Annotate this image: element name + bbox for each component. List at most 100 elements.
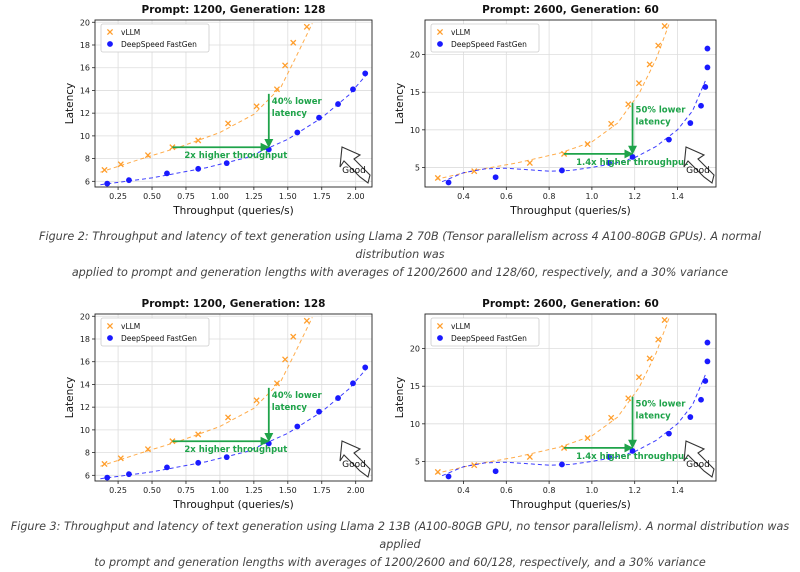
data-point-vllm [290,39,297,46]
data-point-vllm [195,431,202,438]
y-axis-label: Latency [394,377,406,419]
data-point-vllm [253,103,260,110]
y-tick-label: 20 [80,312,90,321]
legend-box [100,23,210,53]
data-point-fastgen [702,84,709,90]
data-point-vllm [282,356,289,363]
legend-marker-vllm [436,28,444,36]
chart-title: Prompt: 1200, Generation: 128 [142,4,326,16]
y-tick-label: 14 [80,380,90,389]
data-point-vllm [646,61,653,68]
x-tick-label: 1.2 [628,192,641,201]
fit-line-fastgen [441,80,706,183]
data-point-fastgen [316,114,322,121]
legend-label-vllm: vLLM [121,322,140,331]
x-tick-label: 1.00 [211,486,229,495]
data-point-vllm [625,101,632,108]
chart-fig2-left: Prompt: 1200, Generation: 128 0.25 0.50 0.7… [64,4,373,217]
y-tick-label: 8 [85,155,90,164]
data-point-vllm [225,414,232,421]
data-point-vllm [117,455,124,462]
data-point-fastgen [294,129,301,136]
legend-marker-fastgen [107,335,113,341]
x-tick-label: 1.0 [586,192,599,201]
x-tick-label: 1.50 [279,192,297,201]
data-point-fastgen [223,160,230,167]
throughput-annotation: 2x higher throughput [184,445,287,455]
latency-annotation: 50% lower latency [636,106,687,128]
data-point-vllm [282,62,289,69]
legend-marker-vllm [436,322,444,330]
chart-fig3-left: Prompt: 1200, Generation: 128 0.25 0.50 0.7… [64,298,373,511]
x-axis-label: Throughput (queries/s) [172,205,293,217]
good-arrow-shape [339,146,371,184]
good-direction-icon [339,440,371,478]
y-tick-label: 14 [80,86,90,95]
figure3-caption: Figure 3: Throughput and latency of text… [10,518,790,572]
data-point-fastgen [164,464,170,471]
latency-annotation-line1: 40% lower [272,97,323,107]
y-tick-label: 20 [410,345,420,354]
data-point-vllm [471,168,478,175]
data-point-vllm [434,468,441,476]
data-point-vllm [526,453,533,460]
x-axis-label: Throughput (queries/s) [172,499,293,511]
y-tick-label: 8 [85,449,90,458]
data-point-fastgen [445,473,452,480]
data-point-fastgen [362,364,369,371]
data-point-fastgen [492,174,499,181]
data-point-fastgen [704,339,711,346]
latency-annotation-line1: 50% lower [636,106,687,116]
figure2-caption-line1: Figure 2: Throughput and latency of text… [39,230,761,261]
data-point-fastgen [316,408,322,415]
data-point-fastgen [698,396,704,403]
y-tick-label: 10 [410,420,420,429]
chart-fig2-right: Prompt: 2600, Generation: 60 0.4 0.6 0.8 1.0… [394,4,717,217]
x-tick-label: 1.50 [279,486,297,495]
y-tick-label: 15 [410,382,420,391]
x-tick-label: 2.00 [347,192,365,201]
data-point-vllm [471,462,478,469]
x-tick-label: 0.75 [177,486,195,495]
figure3-caption-line1: Figure 3: Throughput and latency of text… [10,520,790,551]
x-tick-label: 0.8 [543,192,556,201]
data-point-vllm [635,80,643,87]
figure2-caption-line2: applied to prompt and generation lengths… [71,266,729,279]
latency-annotation: 40% lower latency [272,97,323,119]
y-tick-label: 10 [80,426,90,435]
fit-line-fastgen [100,368,367,480]
fit-line-fastgen [441,374,706,477]
y-tick-label: 20 [80,18,90,27]
good-arrow-shape [339,440,371,478]
data-point-vllm [273,86,281,93]
data-point-vllm [303,23,310,30]
good-direction-icon [683,146,715,184]
y-tick-label: 20 [410,51,420,60]
data-point-vllm [101,166,108,174]
data-point-vllm [144,152,152,159]
data-point-vllm [526,159,533,166]
data-point-vllm [584,435,591,442]
y-axis-label: Latency [64,377,76,419]
x-tick-label: 0.6 [500,192,513,201]
data-point-fastgen [164,170,170,177]
data-point-vllm [584,141,591,148]
data-point-vllm [225,120,232,127]
data-point-fastgen [704,45,711,52]
data-point-fastgen [335,395,341,401]
legend-marker-fastgen [437,41,443,47]
y-tick-label: 6 [85,471,90,480]
legend-marker-fastgen [107,41,113,47]
chart-title: Prompt: 2600, Generation: 60 [482,298,659,310]
data-point-vllm [434,174,441,182]
y-tick-label: 10 [80,132,90,141]
data-point-fastgen [195,165,202,172]
plot-area [94,313,373,482]
legend-marker-vllm [106,322,114,330]
x-tick-label: 0.50 [143,192,161,201]
data-point-fastgen [698,102,704,109]
data-point-fastgen [666,136,672,143]
data-point-vllm [661,316,668,324]
data-point-fastgen [606,160,612,166]
data-point-fastgen [704,358,711,365]
